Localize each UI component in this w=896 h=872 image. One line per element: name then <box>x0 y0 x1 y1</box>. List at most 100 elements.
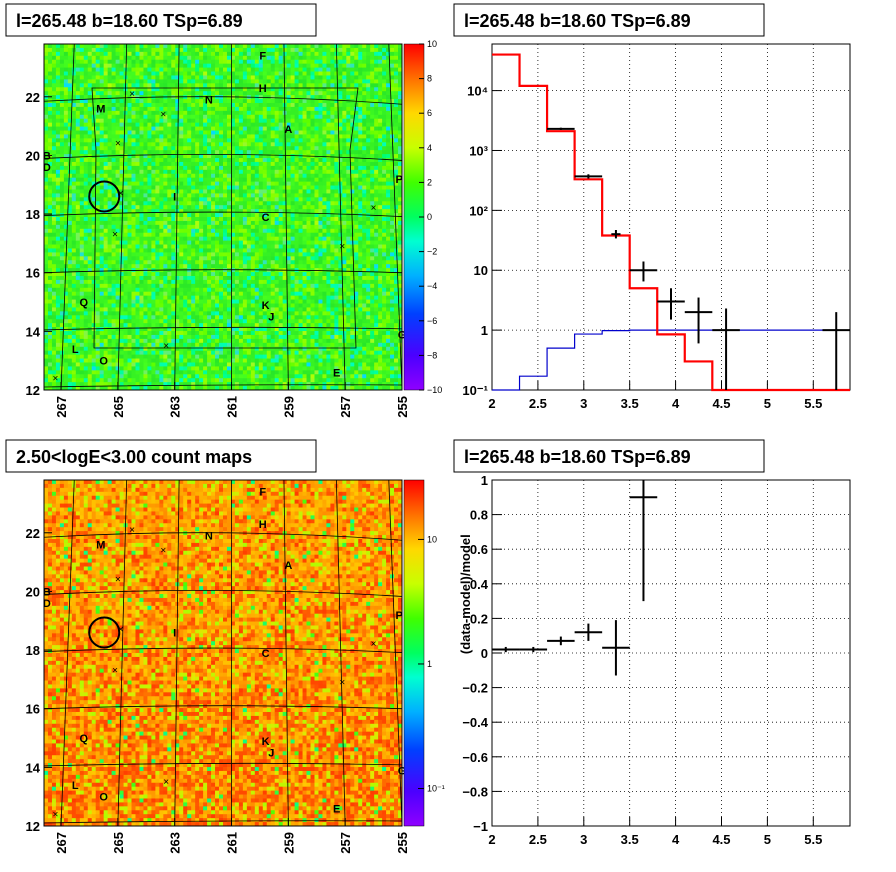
map-pixel <box>191 260 196 265</box>
map-pixel <box>59 158 65 163</box>
map-pixel <box>242 55 248 61</box>
map-pixel <box>47 338 53 344</box>
map-pixel <box>44 146 49 151</box>
map-pixel <box>107 354 113 359</box>
map-pixel <box>242 248 248 253</box>
map-pixel <box>71 161 77 167</box>
map-pixel <box>71 173 77 179</box>
map-pixel <box>135 142 140 147</box>
map-pixel <box>151 161 156 167</box>
map-pixel <box>87 55 93 61</box>
map-pixel <box>115 91 120 96</box>
map-pixel <box>67 47 73 53</box>
map-pixel <box>87 126 93 131</box>
map-pixel <box>246 150 252 155</box>
map-pixel <box>119 83 124 88</box>
map-pixel <box>183 189 188 194</box>
map-pixel <box>159 378 164 383</box>
map-pixel <box>111 331 116 336</box>
map-pixel <box>63 95 69 100</box>
map-pixel <box>99 307 105 312</box>
map-pixel <box>159 264 164 269</box>
map-pixel <box>51 150 57 155</box>
map-pixel <box>79 177 85 183</box>
map-pixel <box>47 323 53 328</box>
map-pixel <box>44 51 49 57</box>
map-pixel <box>203 51 208 57</box>
map-pixel <box>238 338 244 344</box>
map-pixel <box>266 106 272 112</box>
map-pixel <box>258 197 264 202</box>
map-pixel <box>131 102 136 108</box>
map-pixel <box>47 260 53 265</box>
map-pixel <box>191 95 196 100</box>
map-pixel <box>51 209 57 214</box>
map-pixel <box>91 244 97 249</box>
map-pixel <box>258 99 264 104</box>
map-pixel <box>163 327 168 332</box>
map-pixel <box>95 79 101 84</box>
map-pixel <box>63 161 69 167</box>
map-pixel <box>111 370 116 375</box>
map-pixel <box>147 307 152 312</box>
map-pixel <box>223 110 228 116</box>
map-pixel <box>262 181 268 186</box>
map-pixel <box>99 331 105 336</box>
map-pixel <box>91 354 97 359</box>
map-pixel <box>226 169 232 175</box>
map-pixel <box>83 181 89 186</box>
map-pixel <box>119 79 124 84</box>
map-pixel <box>55 181 61 186</box>
map-pixel <box>234 138 240 143</box>
map-pixel <box>195 150 200 155</box>
map-pixel <box>223 122 228 127</box>
map-pixel <box>123 161 128 167</box>
map-pixel <box>207 114 212 120</box>
map-pixel <box>91 283 97 289</box>
map-pixel <box>55 161 61 167</box>
map-pixel <box>83 338 89 344</box>
map-pixel <box>242 158 248 163</box>
map-pixel <box>79 338 85 344</box>
map-pixel <box>103 161 109 167</box>
map-pixel <box>175 260 180 265</box>
map-pixel <box>143 99 148 104</box>
map-pixel <box>223 217 228 222</box>
map-pixel <box>167 75 172 80</box>
map-pixel <box>187 272 192 277</box>
map-pixel <box>183 201 188 206</box>
map-pixel <box>258 67 264 72</box>
map-pixel <box>211 307 216 312</box>
map-pixel <box>87 268 93 273</box>
map-pixel <box>163 106 168 112</box>
map-pixel <box>238 59 244 65</box>
map-pixel <box>254 169 260 175</box>
map-pixel <box>242 67 248 72</box>
map-pixel <box>139 146 144 151</box>
map-pixel <box>107 177 113 183</box>
map-pixel <box>71 386 77 390</box>
map-pixel <box>155 185 160 190</box>
map-pixel <box>211 220 216 226</box>
map-pixel <box>223 386 228 390</box>
map-pixel <box>55 106 61 112</box>
map-pixel <box>242 118 248 124</box>
map-pixel <box>258 142 264 147</box>
map-pixel <box>226 370 232 375</box>
map-pixel <box>99 272 105 277</box>
map-pixel <box>135 185 140 190</box>
map-pixel <box>83 311 89 316</box>
map-pixel <box>254 311 260 316</box>
map-pixel <box>242 197 248 202</box>
map-pixel <box>83 102 89 108</box>
map-pixel <box>87 161 93 167</box>
map-pixel <box>223 67 228 72</box>
map-pixel <box>187 307 192 312</box>
map-pixel <box>163 213 168 218</box>
map-pixel <box>223 59 228 65</box>
map-pixel <box>44 134 49 139</box>
map-pixel <box>63 358 69 363</box>
map-pixel <box>258 201 264 206</box>
map-pixel <box>250 279 256 285</box>
map-pixel <box>258 177 264 183</box>
